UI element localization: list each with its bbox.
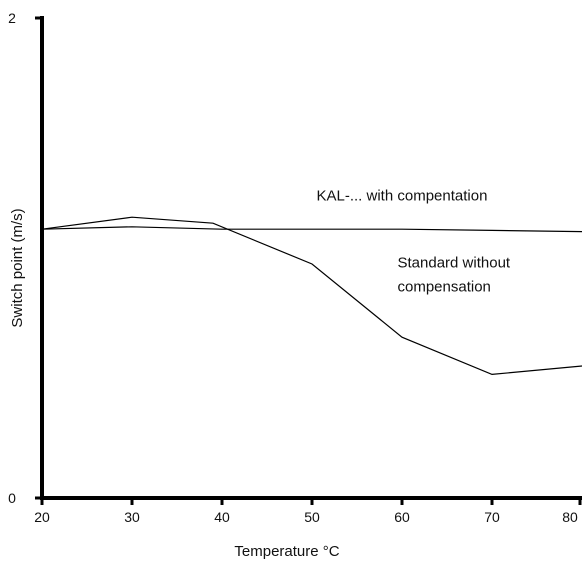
- y-axis-ticks: 02: [8, 10, 42, 506]
- x-tick-label: 60: [394, 509, 410, 525]
- x-tick-label: 40: [214, 509, 230, 525]
- annotation-label: compensation: [398, 279, 491, 296]
- x-tick-label: 20: [34, 509, 50, 525]
- x-tick-label: 30: [124, 509, 140, 525]
- x-tick-label: 70: [484, 509, 500, 525]
- x-axis-title: Temperature °C: [234, 543, 339, 560]
- y-tick-label: 0: [8, 490, 16, 506]
- x-axis-ticks: 20 30 40 50 60 70 80: [34, 498, 582, 525]
- annotation-label: Standard without: [398, 255, 511, 272]
- y-axis-title: Switch point (m/s): [9, 208, 26, 327]
- series-line-1: [41, 226, 582, 233]
- annotations: KAL-... with compentation Standard withou…: [317, 187, 511, 295]
- series-line-2: [41, 216, 582, 376]
- annotation-label: KAL-... with compentation: [317, 187, 488, 204]
- series-layer: [41, 216, 582, 376]
- x-tick-label: 80: [562, 509, 578, 525]
- x-tick-label: 50: [304, 509, 320, 525]
- y-tick-label: 2: [8, 10, 16, 26]
